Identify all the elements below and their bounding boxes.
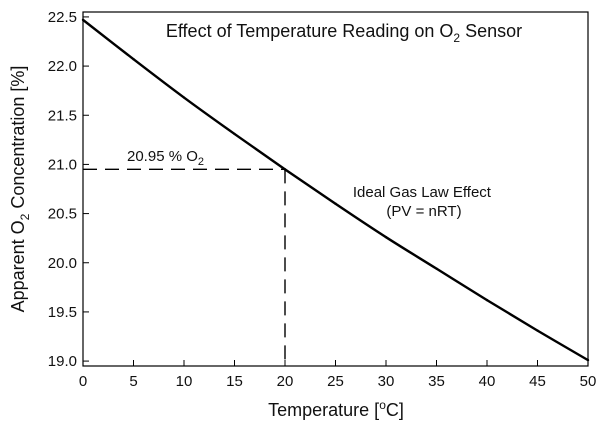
x-tick-label: 50 [580, 373, 597, 390]
y-tick-label: 22.5 [48, 9, 77, 26]
y-tick-label: 19.0 [48, 353, 77, 370]
series-data-point [536, 329, 539, 332]
reference-o2-label: 20.95 % O2 [127, 148, 204, 168]
y-tick-label: 21.0 [48, 156, 77, 173]
ideal-gas-law-annotation: Ideal Gas Law Effect (PV = nRT) [353, 184, 495, 220]
x-tick-label: 10 [176, 373, 193, 390]
x-tick-label: 30 [378, 373, 395, 390]
y-tick-label: 22.0 [48, 58, 77, 75]
series-data-point [233, 132, 236, 136]
series-data-point [586, 358, 590, 362]
x-tick-label: 40 [479, 373, 496, 390]
y-tick-label: 21.5 [48, 107, 77, 124]
y-tick-label: 20.5 [48, 206, 77, 223]
x-tick-label: 0 [79, 373, 87, 390]
series-data-point [384, 235, 388, 239]
x-tick-label: 35 [428, 373, 445, 390]
chart-title: Effect of Temperature Reading on O2 Sens… [166, 21, 522, 45]
x-tick-label: 5 [129, 373, 137, 390]
x-tick-label: 45 [529, 373, 546, 390]
x-axis-title: Temperature [oC] [268, 398, 404, 420]
x-axis-ticks: 0 5 10 15 20 25 30 35 40 45 50 [79, 360, 597, 390]
series-points [81, 18, 590, 362]
y-axis-title: Apparent O2 Concentration [%] [8, 66, 32, 313]
series-data-point [435, 267, 438, 270]
y-tick-label: 19.5 [48, 304, 77, 321]
series-data-point [283, 168, 287, 171]
series-data-point [81, 18, 85, 22]
series-data-point [334, 202, 337, 205]
series-data-point [485, 298, 489, 302]
x-tick-label: 25 [327, 373, 344, 390]
y-tick-label: 20.0 [48, 255, 77, 272]
annotation-line-2: (PV = nRT) [386, 203, 461, 220]
annotation-line-1: Ideal Gas Law Effect [353, 184, 492, 201]
x-tick-label: 20 [277, 373, 294, 390]
y-axis-ticks: 19.0 19.5 20.0 20.5 21.0 21.5 22.0 22.5 [48, 9, 89, 370]
x-tick-label: 15 [226, 373, 243, 390]
series-data-point [182, 96, 186, 99]
series-data-point [132, 58, 135, 61]
